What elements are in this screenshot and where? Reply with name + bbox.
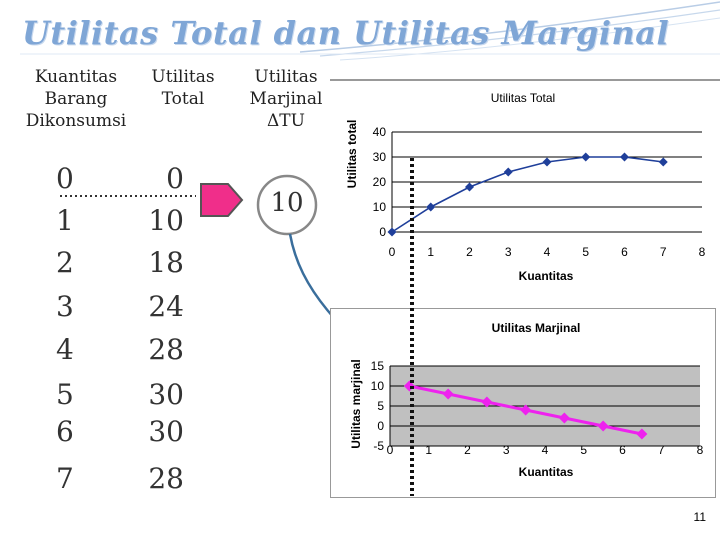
marginal-ytick-label-4: 15 <box>371 359 385 373</box>
total-ytick-label-4: 40 <box>373 125 387 139</box>
total-chart-xlabel: Kuantitas <box>519 269 574 283</box>
marginal-xtick-label-2: 2 <box>464 443 471 457</box>
marginal-xtick-label-7: 7 <box>658 443 665 457</box>
marginal-value-first: 10 <box>270 188 304 218</box>
header-total-line1: Utilitas <box>151 67 215 87</box>
header-marginal-line1: Utilitas <box>254 67 318 87</box>
marginal-ytick-label-1: 0 <box>377 419 384 433</box>
quantity-4: 4 <box>56 333 74 366</box>
header-marginal-line3: ΔTU <box>267 111 305 131</box>
quantity-5: 5 <box>56 378 74 411</box>
marginal-ytick-label-0: -5 <box>373 439 384 453</box>
slide-title: Utilitas Total dan Utilitas Marginal <box>22 14 670 52</box>
total-xtick-label-7: 7 <box>660 245 667 259</box>
header-total-line2: Total <box>161 89 205 109</box>
total-utility-0: 0 <box>166 162 184 195</box>
total-point-3 <box>503 167 513 177</box>
total-point-7 <box>658 157 668 167</box>
marginal-xtick-label-5: 5 <box>580 443 587 457</box>
total-ytick-label-0: 0 <box>379 225 386 239</box>
marginal-point-6 <box>636 428 648 440</box>
total-series-line <box>391 156 664 233</box>
total-point-5 <box>581 152 591 162</box>
total-point-1 <box>426 202 436 212</box>
marginal-ytick-label-2: 5 <box>377 399 384 413</box>
marginal-point-2 <box>481 396 493 408</box>
total-utility-1: 10 <box>148 204 184 237</box>
header-quantity-line1: Kuantitas <box>34 67 118 87</box>
total-chart-title: Utilitas Total <box>491 91 555 105</box>
header-quantity-line2: Barang <box>44 89 108 109</box>
header-total-utility: Utilitas Total <box>140 66 226 110</box>
marginal-point-3 <box>520 404 532 416</box>
header-quantity: Kuantitas Barang Dikonsumsi <box>16 66 136 132</box>
total-chart-ylabel: Utilitas total <box>345 120 359 189</box>
total-xtick-label-8: 8 <box>699 245 706 259</box>
marginal-xtick-label-3: 3 <box>503 443 510 457</box>
total-utility-2: 18 <box>148 246 184 279</box>
quantity-3: 3 <box>56 290 74 323</box>
total-utility-3: 24 <box>148 290 184 323</box>
total-utility-7: 28 <box>148 462 184 495</box>
marginal-xtick-label-4: 4 <box>542 443 549 457</box>
quantity-2: 2 <box>56 246 74 279</box>
quantity-0: 0 <box>56 162 74 195</box>
marginal-chart-ylabel: Utilitas marjinal <box>349 359 363 448</box>
marginal-highlight-circle <box>256 174 318 236</box>
total-xtick-label-6: 6 <box>621 245 628 259</box>
total-point-4 <box>542 157 552 167</box>
header-quantity-line3: Dikonsumsi <box>25 111 127 131</box>
total-ytick-label-3: 30 <box>373 150 387 164</box>
total-ytick-label-2: 20 <box>373 175 387 189</box>
quantity-6: 6 <box>56 415 74 448</box>
total-ytick-label-1: 10 <box>373 200 387 214</box>
total-xtick-label-3: 3 <box>505 245 512 259</box>
total-utility-chart: Utilitas Total Utilitas total Kuantitas … <box>330 78 720 290</box>
marginal-xtick-label-8: 8 <box>697 443 704 457</box>
marginal-ytick-label-3: 10 <box>371 379 385 393</box>
quantity-1: 1 <box>56 204 74 237</box>
marginal-xtick-label-0: 0 <box>387 443 394 457</box>
marginal-point-4 <box>558 412 570 424</box>
total-point-6 <box>620 152 629 162</box>
quantity-7: 7 <box>56 462 74 495</box>
header-swoosh-decoration <box>20 1 720 61</box>
marginal-point-5 <box>597 420 609 432</box>
total-utility-6: 30 <box>148 415 184 448</box>
header-marginal-line2: Marjinal <box>249 89 323 109</box>
total-xtick-label-1: 1 <box>427 245 434 259</box>
marginal-xtick-label-1: 1 <box>425 443 432 457</box>
marginal-point-1 <box>442 388 454 400</box>
total-xtick-label-5: 5 <box>582 245 589 259</box>
header-marginal-utility: Utilitas Marjinal ΔTU <box>242 66 330 132</box>
total-utility-5: 30 <box>148 378 184 411</box>
marginal-chart-title: Utilitas Marjinal <box>492 321 581 335</box>
total-xtick-label-0: 0 <box>389 245 396 259</box>
page-number: 11 <box>693 510 706 524</box>
total-point-2 <box>465 182 474 192</box>
total-xtick-label-4: 4 <box>544 245 551 259</box>
total-xtick-label-2: 2 <box>466 245 473 259</box>
marginal-chart-xlabel: Kuantitas <box>519 465 574 479</box>
marginal-xtick-label-6: 6 <box>619 443 626 457</box>
total-point-0 <box>387 227 397 237</box>
pointer-arrow-icon <box>200 183 244 217</box>
total-utility-4: 28 <box>148 333 184 366</box>
